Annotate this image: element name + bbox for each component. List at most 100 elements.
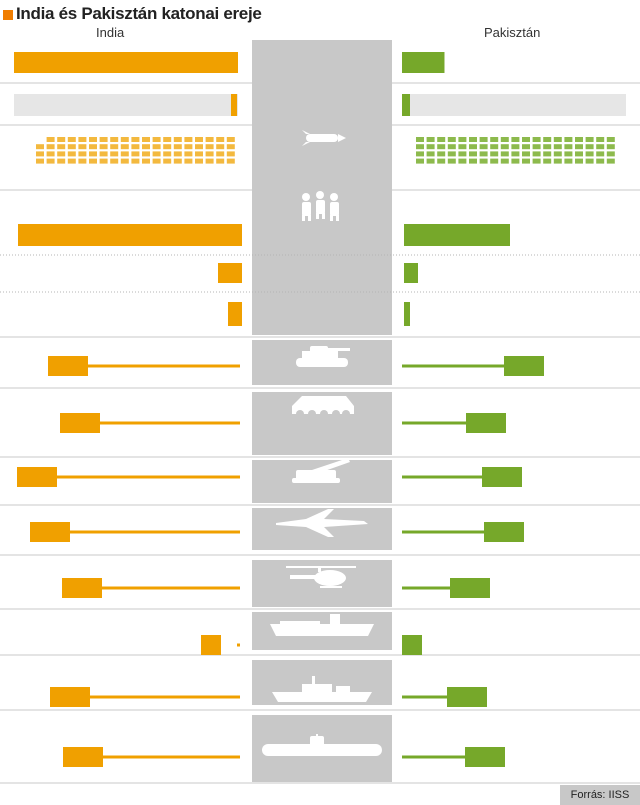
- warhead-mark: [57, 144, 66, 150]
- warhead-mark: [553, 158, 562, 164]
- india-bar: [18, 224, 242, 246]
- warhead-mark: [596, 158, 605, 164]
- warhead-mark: [458, 151, 467, 157]
- warhead-mark: [543, 137, 552, 142]
- warhead-mark: [78, 151, 87, 157]
- tank-icon: [296, 346, 350, 367]
- warhead-mark: [490, 137, 499, 142]
- india-bar: [218, 263, 242, 283]
- warhead-mark: [543, 158, 552, 164]
- submarine-icon: [262, 734, 382, 756]
- warhead-mark: [447, 137, 456, 142]
- warhead-mark: [110, 158, 119, 164]
- chart-title: India és Pakisztán katonai ereje: [16, 4, 262, 23]
- warhead-mark: [67, 144, 76, 150]
- pakistan-value-box: [402, 635, 422, 655]
- warhead-mark: [522, 158, 530, 164]
- warhead-mark: [110, 151, 119, 157]
- warhead-mark: [500, 144, 509, 150]
- warhead-mark: [575, 158, 583, 164]
- warhead-mark: [511, 137, 520, 142]
- warhead-mark: [532, 158, 541, 164]
- warhead-mark: [585, 151, 594, 157]
- pakistan-value-box: [450, 578, 490, 598]
- warhead-mark: [511, 144, 520, 150]
- warhead-mark: [437, 144, 446, 150]
- warhead-mark: [110, 144, 119, 150]
- warhead-mark: [522, 137, 530, 142]
- warhead-mark: [500, 151, 509, 157]
- warhead-mark: [120, 158, 129, 164]
- warhead-mark: [490, 158, 499, 164]
- warhead-mark: [36, 158, 44, 164]
- warhead-mark: [78, 137, 87, 142]
- warhead-mark: [184, 158, 193, 164]
- warhead-mark: [469, 151, 477, 157]
- warhead-mark: [216, 158, 225, 164]
- warhead-mark: [89, 158, 97, 164]
- warhead-mark: [67, 137, 76, 142]
- warhead-mark: [511, 151, 520, 157]
- warhead-mark: [479, 158, 488, 164]
- warhead-mark: [173, 137, 182, 142]
- warhead-mark: [479, 137, 488, 142]
- warhead-mark: [596, 144, 605, 150]
- warhead-mark: [46, 137, 55, 142]
- warhead-mark: [575, 137, 583, 142]
- warhead-mark: [543, 144, 552, 150]
- warhead-mark: [416, 151, 424, 157]
- warhead-mark: [416, 158, 424, 164]
- warhead-mark: [89, 151, 97, 157]
- warhead-mark: [469, 137, 477, 142]
- warhead-mark: [553, 144, 562, 150]
- warhead-mark: [575, 151, 583, 157]
- fighter-jet-icon: [276, 509, 368, 537]
- warhead-mark: [99, 137, 108, 142]
- pakistan-bar: [404, 302, 410, 326]
- armored-vehicle-icon: [292, 396, 354, 418]
- warhead-mark: [585, 144, 594, 150]
- helicopter-icon: [286, 566, 356, 588]
- warhead-mark: [532, 144, 541, 150]
- warhead-mark: [67, 158, 76, 164]
- warhead-mark: [500, 137, 509, 142]
- warhead-mark: [142, 158, 150, 164]
- india-value-box: [50, 687, 90, 707]
- india-value-box: [63, 747, 103, 767]
- missile-icon: [302, 130, 346, 146]
- warhead-mark: [205, 144, 214, 150]
- warhead-mark: [585, 137, 594, 142]
- warhead-mark: [89, 144, 97, 150]
- warhead-mark: [426, 137, 435, 142]
- warhead-mark: [46, 151, 55, 157]
- warhead-mark: [152, 137, 161, 142]
- warhead-mark: [46, 158, 55, 164]
- warhead-mark: [458, 137, 467, 142]
- warhead-mark: [606, 151, 615, 157]
- pakistan-bar: [402, 52, 445, 73]
- india-value-box: [62, 578, 102, 598]
- warhead-mark: [173, 144, 182, 150]
- warhead-mark: [216, 151, 225, 157]
- warhead-mark: [142, 144, 150, 150]
- india-value-box: [30, 522, 70, 542]
- warship-icon: [272, 676, 372, 702]
- warhead-mark: [152, 151, 161, 157]
- india-value-box: [48, 356, 88, 376]
- warhead-mark: [564, 144, 573, 150]
- pakistan-value-box: [504, 356, 544, 376]
- pakistan-value-box: [465, 747, 505, 767]
- warhead-mark: [173, 158, 182, 164]
- warhead-mark: [205, 151, 214, 157]
- warhead-mark: [57, 137, 66, 142]
- pakistan-column-header: Pakisztán: [484, 25, 541, 40]
- warhead-mark: [606, 158, 615, 164]
- pakistan-value-box: [466, 413, 506, 433]
- warhead-mark: [205, 158, 214, 164]
- center-column-segment: [252, 40, 392, 198]
- warhead-mark: [195, 151, 203, 157]
- warhead-mark: [564, 158, 573, 164]
- warhead-mark: [36, 151, 44, 157]
- warhead-mark: [131, 158, 140, 164]
